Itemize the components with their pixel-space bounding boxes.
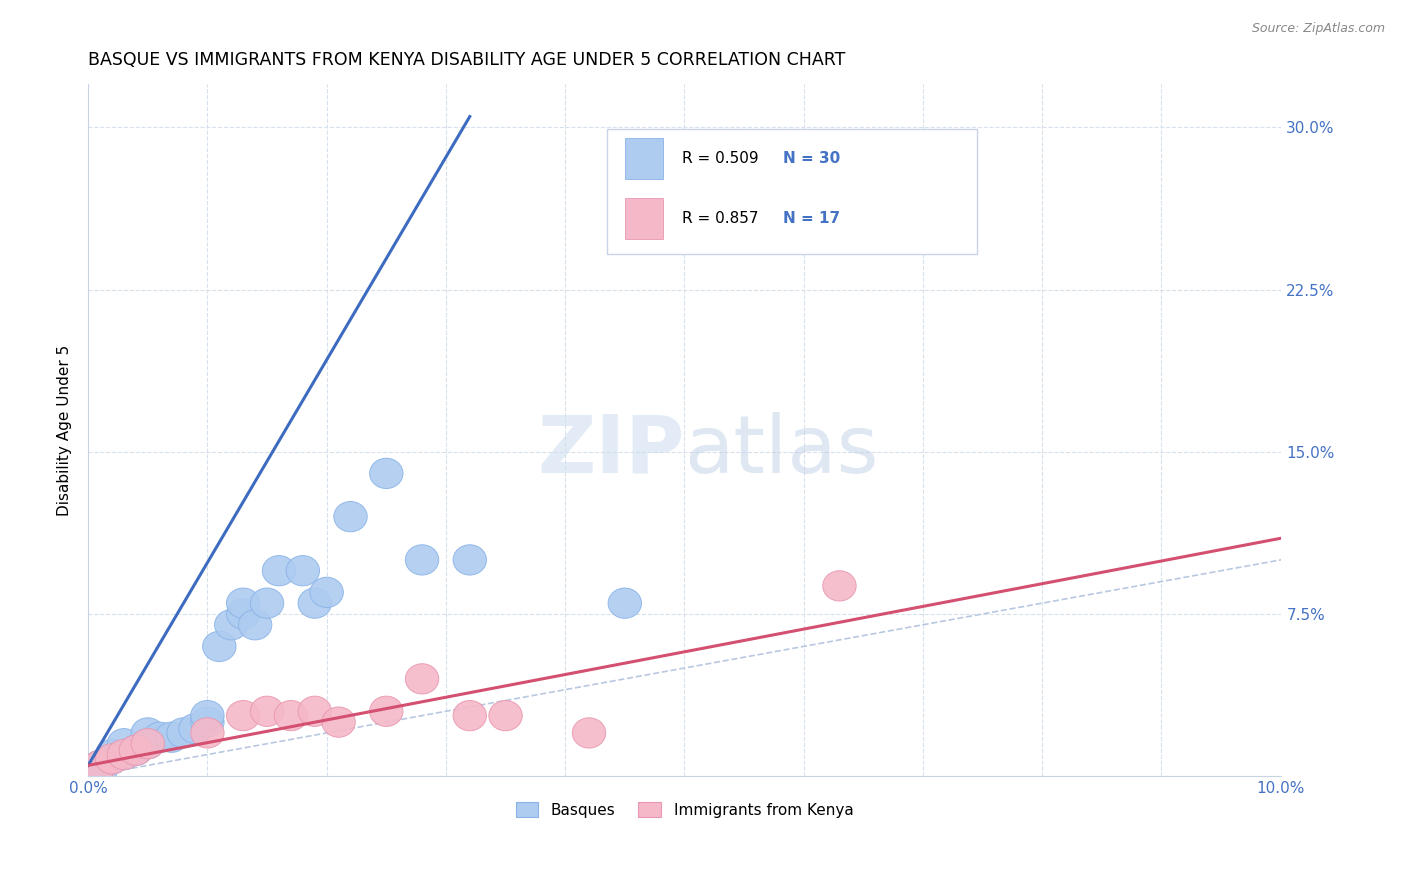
Ellipse shape [609,588,641,618]
Ellipse shape [191,700,224,731]
Ellipse shape [131,718,165,748]
Ellipse shape [405,664,439,694]
Y-axis label: Disability Age Under 5: Disability Age Under 5 [58,344,72,516]
Ellipse shape [239,609,271,640]
Ellipse shape [226,588,260,618]
Ellipse shape [107,729,141,759]
Ellipse shape [107,739,141,770]
Ellipse shape [370,458,404,489]
Ellipse shape [83,750,117,780]
Ellipse shape [250,696,284,726]
Ellipse shape [96,739,129,770]
Ellipse shape [250,588,284,618]
Ellipse shape [143,723,176,752]
Text: Source: ZipAtlas.com: Source: ZipAtlas.com [1251,22,1385,36]
Ellipse shape [96,744,129,774]
Ellipse shape [263,556,295,586]
Ellipse shape [83,750,117,780]
Ellipse shape [298,696,332,726]
FancyBboxPatch shape [607,129,977,253]
Ellipse shape [298,588,332,618]
Text: ZIP: ZIP [537,412,685,490]
Ellipse shape [179,714,212,744]
Ellipse shape [333,501,367,532]
Ellipse shape [823,571,856,601]
Ellipse shape [120,735,152,765]
Ellipse shape [322,707,356,738]
Ellipse shape [131,729,165,759]
Text: R = 0.509: R = 0.509 [682,151,759,166]
Text: R = 0.857: R = 0.857 [682,211,759,227]
Ellipse shape [107,739,141,770]
Legend: Basques, Immigrants from Kenya: Basques, Immigrants from Kenya [509,796,859,824]
Ellipse shape [167,718,200,748]
Ellipse shape [155,723,188,752]
Ellipse shape [370,696,404,726]
FancyBboxPatch shape [624,138,664,179]
Ellipse shape [572,718,606,748]
Ellipse shape [202,632,236,662]
Ellipse shape [489,700,522,731]
Ellipse shape [405,545,439,575]
Ellipse shape [226,599,260,629]
Ellipse shape [191,718,224,748]
Ellipse shape [453,700,486,731]
Ellipse shape [96,744,129,774]
Ellipse shape [215,609,247,640]
Ellipse shape [453,545,486,575]
Ellipse shape [83,756,117,787]
Text: atlas: atlas [685,412,879,490]
FancyBboxPatch shape [624,198,664,239]
Ellipse shape [131,729,165,759]
Ellipse shape [309,577,343,607]
Ellipse shape [285,556,319,586]
Text: N = 30: N = 30 [783,151,841,166]
Text: BASQUE VS IMMIGRANTS FROM KENYA DISABILITY AGE UNDER 5 CORRELATION CHART: BASQUE VS IMMIGRANTS FROM KENYA DISABILI… [89,51,845,69]
Ellipse shape [191,707,224,738]
Ellipse shape [120,735,152,765]
Ellipse shape [274,700,308,731]
Text: N = 17: N = 17 [783,211,841,227]
Ellipse shape [226,700,260,731]
